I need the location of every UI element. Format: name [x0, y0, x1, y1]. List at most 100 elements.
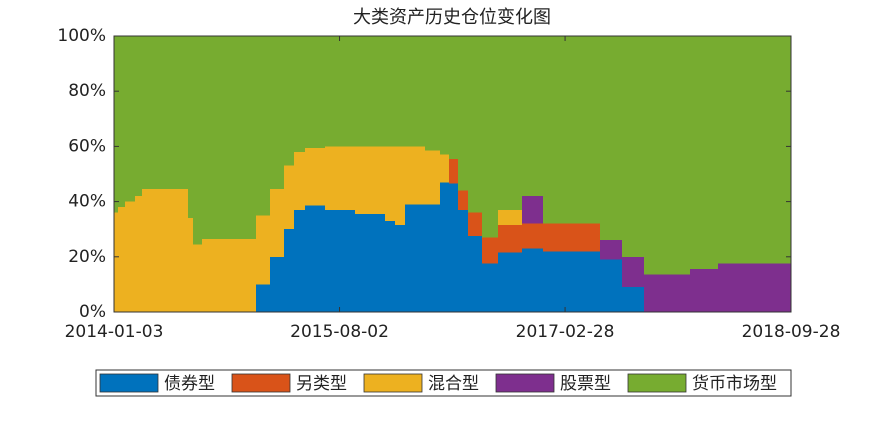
area-segment — [440, 154, 450, 183]
area-segment — [269, 256, 285, 312]
y-tick-label: 0% — [79, 302, 106, 322]
area-segment — [384, 220, 396, 312]
area-segment — [404, 146, 426, 205]
legend-label: 另类型 — [296, 374, 347, 394]
area-segment — [718, 36, 792, 264]
area-segment — [644, 274, 691, 312]
area-segment — [498, 36, 523, 210]
area-segment — [188, 218, 194, 312]
area-segment — [621, 36, 645, 257]
plot-area — [114, 36, 792, 312]
area-segment — [482, 237, 499, 264]
legend-swatch — [495, 373, 555, 393]
area-segment — [404, 36, 426, 147]
area-segment — [467, 212, 483, 237]
area-segment — [355, 214, 386, 312]
area-segment — [193, 36, 203, 245]
area-segment — [269, 36, 285, 190]
area-segment — [142, 36, 189, 190]
legend-label: 债券型 — [164, 374, 215, 394]
area-segment — [135, 196, 143, 312]
area-segment — [424, 204, 441, 312]
area-segment — [142, 189, 189, 312]
area-segment — [424, 150, 441, 205]
area-segment — [689, 36, 719, 270]
area-segment — [440, 36, 450, 155]
area-segment — [283, 36, 295, 166]
area-segment — [718, 263, 792, 312]
area-segment — [294, 151, 306, 210]
y-tick-label: 100% — [57, 26, 106, 46]
legend-label: 股票型 — [560, 374, 611, 394]
area-segment — [294, 209, 306, 312]
area-segment — [599, 36, 623, 241]
area-segment — [404, 204, 426, 312]
area-segment — [599, 259, 623, 312]
area-segment — [256, 215, 271, 285]
area-segment — [283, 229, 295, 312]
area-segment — [193, 244, 203, 312]
area-segment — [355, 36, 386, 147]
area-segment — [135, 36, 143, 197]
area-segment — [325, 36, 356, 147]
area-segment — [424, 36, 441, 151]
area-segment — [543, 36, 601, 224]
area-segment — [384, 36, 396, 147]
area-segment — [498, 225, 523, 253]
x-tick-label: 2015-08-02 — [290, 322, 389, 342]
area-segment — [305, 36, 326, 148]
area-segment — [325, 146, 356, 210]
area-segment — [498, 252, 523, 312]
area-segment — [482, 36, 499, 238]
x-tick-label: 2017-02-28 — [516, 322, 615, 342]
area-segment — [458, 209, 469, 312]
area-segment — [543, 251, 601, 312]
area-segment — [458, 190, 469, 210]
area-segment — [621, 256, 645, 288]
area-segment — [117, 36, 126, 208]
area-segment — [395, 36, 406, 147]
area-segment — [117, 207, 126, 312]
area-segment — [256, 284, 271, 312]
y-tick-label: 60% — [68, 136, 106, 156]
area-segment — [294, 36, 306, 152]
area-segment — [467, 236, 483, 312]
legend-swatch — [231, 373, 291, 393]
area-segment — [124, 36, 136, 202]
area-segment — [599, 240, 623, 260]
y-tick-label: 40% — [68, 192, 106, 212]
area-segment — [522, 248, 544, 312]
area-segment — [325, 209, 356, 312]
area-segment — [449, 158, 459, 184]
axes-box — [113, 35, 792, 313]
area-segment — [256, 36, 271, 216]
y-tick-label: 80% — [68, 81, 106, 101]
area-segment — [522, 36, 544, 197]
area-segment — [395, 225, 406, 312]
area-segment — [202, 238, 257, 312]
area-segment — [305, 205, 326, 312]
area-segment — [498, 209, 523, 226]
legend-label: 货币市场型 — [692, 374, 777, 394]
x-tick-label: 2018-09-28 — [742, 322, 841, 342]
area-segment — [449, 183, 459, 312]
area-segment — [395, 146, 406, 226]
area-segment — [621, 287, 645, 312]
area-segment — [543, 223, 601, 252]
area-segment — [305, 147, 326, 206]
area-segment — [188, 36, 194, 219]
legend-label: 混合型 — [428, 374, 479, 394]
chart-title: 大类资产历史仓位变化图 — [353, 7, 551, 28]
legend-swatch — [363, 373, 423, 393]
area-segment — [467, 36, 483, 213]
area-segment — [384, 146, 396, 221]
y-tick-label: 20% — [68, 247, 106, 267]
area-segment — [114, 212, 119, 312]
area-segment — [269, 189, 285, 257]
area-segment — [522, 223, 544, 249]
area-segment — [202, 36, 257, 239]
area-segment — [355, 146, 386, 215]
area-segment — [114, 36, 119, 213]
area-segment — [522, 196, 544, 224]
